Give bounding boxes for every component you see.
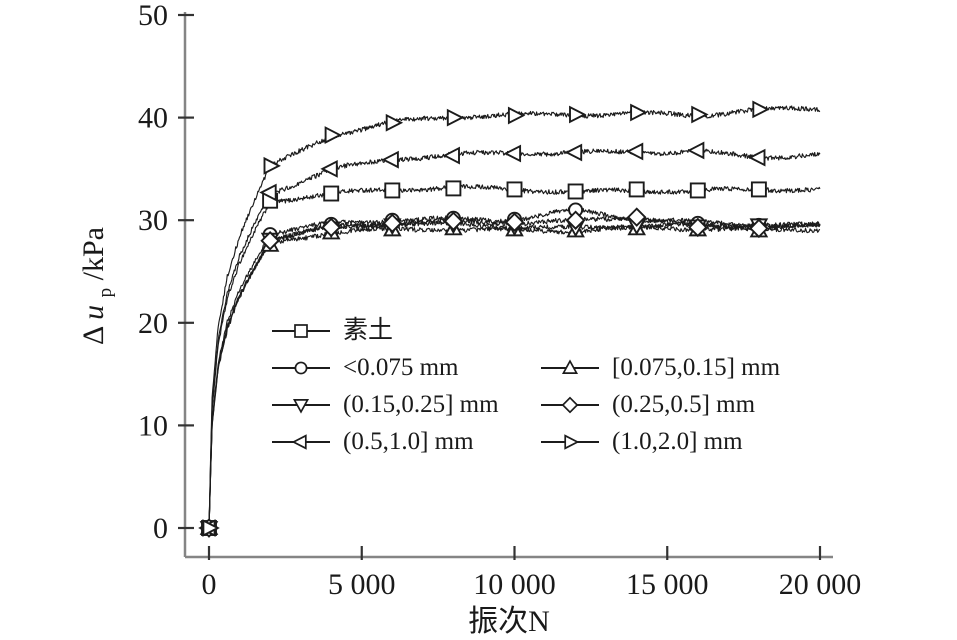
y-tick-label-30: 30	[138, 204, 168, 237]
y-axis-title-var: u	[77, 305, 110, 320]
square-marker-icon	[323, 185, 340, 202]
legend-label-r025-05: (0.25,0.5] mm	[612, 391, 756, 418]
triangle-right-marker-icon	[385, 113, 404, 132]
triangle-left-marker-icon	[442, 146, 460, 165]
y-tick-label-50: 50	[138, 0, 168, 32]
y-axis-title-subscript: p	[95, 288, 116, 298]
y-axis-title-unit: /kPa	[77, 227, 110, 280]
triangle-left-marker-icon	[564, 143, 583, 162]
legend-symbol-lt0075	[272, 361, 330, 374]
y-tick-label-10: 10	[138, 409, 168, 442]
x-tick-label-0: 0	[202, 568, 217, 601]
diamond-marker-icon	[749, 218, 769, 239]
square-marker-icon	[506, 181, 523, 198]
square-marker-icon	[628, 181, 645, 198]
series-group	[198, 100, 821, 539]
triangle-right-marker-icon	[324, 126, 343, 144]
square-marker-icon	[567, 183, 584, 200]
diamond-marker-icon	[321, 217, 341, 238]
legend-item-lt0075: <0.075 mm	[272, 355, 541, 380]
legend-item-sutu: 素土	[272, 318, 541, 343]
series-markers-r10-20	[202, 100, 770, 537]
diamond-marker-icon	[504, 212, 525, 232]
triangle-down-marker-icon	[292, 398, 310, 414]
legend-item-r015-025: (0.15,0.25] mm	[272, 392, 541, 417]
y-tick-label-0: 0	[153, 512, 168, 545]
triangle-left-marker-icon	[259, 183, 277, 202]
y-axis-title-delta: Δ	[77, 326, 110, 345]
legend-label-r10-20: (1.0,2.0] mm	[612, 428, 743, 455]
triangle-right-marker-icon	[446, 108, 465, 127]
diamond-marker-icon	[565, 210, 586, 230]
legend-symbol-sutu	[272, 323, 330, 338]
triangle-right-marker-icon	[691, 105, 709, 124]
y-tick-label-40: 40	[138, 102, 168, 135]
y-axis-title: Δ u p /kPa	[77, 227, 118, 345]
diamond-marker-icon	[382, 213, 403, 234]
legend-symbol-r025-05	[541, 396, 599, 413]
square-marker-icon	[750, 181, 767, 198]
square-marker-icon	[384, 182, 401, 199]
legend-symbol-r0075-015	[541, 358, 599, 374]
legend-row-0: 素土	[272, 312, 780, 349]
legend-symbol-r015-025	[272, 398, 330, 414]
square-marker-icon	[689, 182, 706, 199]
axes-group: 0 10 20 30 40 50 0 5 000 10 000 15 000 20 000	[138, 0, 861, 601]
triangle-left-marker-icon	[291, 433, 307, 450]
triangle-left-marker-icon	[686, 141, 705, 160]
x-tick-label-15000: 15 000	[626, 568, 709, 601]
legend-row-3: (0.5,1.0] mm (1.0,2.0] mm	[272, 423, 780, 460]
legend-item-r10-20: (1.0,2.0] mm	[541, 429, 743, 454]
triangle-right-marker-icon	[202, 519, 220, 537]
legend-label-r05-10: (0.5,1.0] mm	[343, 428, 474, 455]
x-tick-label-20000: 20 000	[779, 568, 862, 601]
diamond-marker-icon	[561, 396, 579, 413]
legend-row-2: (0.15,0.25] mm (0.25,0.5] mm	[272, 386, 780, 423]
square-marker-icon	[294, 323, 308, 338]
triangle-right-marker-icon	[569, 105, 587, 124]
legend-label-lt0075: <0.075 mm	[343, 354, 459, 381]
triangle-left-marker-icon	[625, 142, 644, 161]
legend-symbol-r10-20	[541, 433, 599, 450]
square-marker-icon	[445, 180, 462, 197]
legend-label-r015-025: (0.15,0.25] mm	[343, 391, 499, 418]
series-markers-r025-05	[199, 207, 769, 538]
legend-item-r05-10: (0.5,1.0] mm	[272, 429, 541, 454]
diamond-marker-icon	[260, 230, 280, 251]
triangle-up-marker-icon	[561, 358, 579, 374]
triangle-left-marker-icon	[320, 159, 338, 178]
diamond-marker-icon	[443, 211, 464, 231]
triangle-right-marker-icon	[507, 106, 526, 125]
x-tick-label-10000: 10 000	[473, 568, 556, 601]
legend-row-1: <0.075 mm [0.075,0.15] mm	[272, 349, 780, 386]
x-axis-title: 振次N	[468, 605, 550, 638]
y-tick-label-20: 20	[138, 307, 168, 340]
x-axis-title-text: 振次N	[468, 605, 550, 638]
legend-symbol-r05-10	[272, 433, 330, 450]
triangle-left-marker-icon	[503, 144, 522, 163]
triangle-left-marker-icon	[748, 148, 766, 167]
legend-item-r025-05: (0.25,0.5] mm	[541, 392, 755, 417]
x-tick-label-5000: 5 000	[328, 568, 396, 601]
chart-legend: 素土 <0.075 mm [0.075,0.15] mm (0.15,0.25] mm…	[272, 312, 780, 460]
legend-item-r0075-015: [0.075,0.15] mm	[541, 355, 780, 380]
diamond-marker-icon	[688, 217, 708, 238]
legend-label-r0075-015: [0.075,0.15] mm	[612, 354, 781, 381]
triangle-right-marker-icon	[752, 100, 770, 119]
triangle-left-marker-icon	[381, 150, 399, 169]
triangle-right-marker-icon	[564, 433, 580, 450]
circle-marker-icon	[294, 361, 308, 374]
triangle-right-marker-icon	[630, 103, 648, 122]
legend-label-sutu: 素土	[343, 317, 394, 344]
triangle-right-marker-icon	[263, 156, 281, 175]
diamond-marker-icon	[626, 207, 647, 227]
